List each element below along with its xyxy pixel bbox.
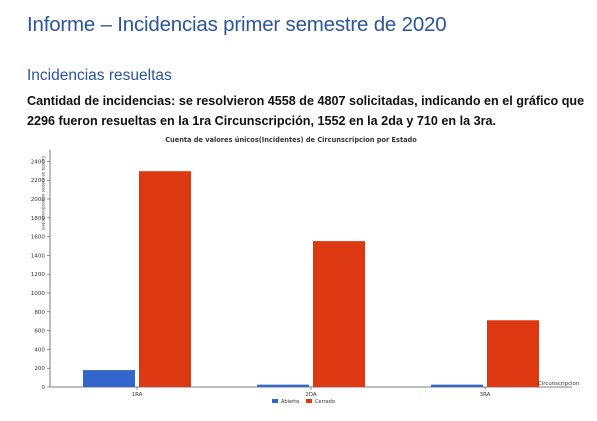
document-title: Informe – Incidencias primer semestre de… <box>27 13 447 36</box>
bar-abierto-2da <box>257 384 309 387</box>
y-tick-label: 0 <box>41 385 45 391</box>
legend-swatch-cerrado <box>306 399 312 403</box>
summary-paragraph: Cantidad de incidencias: se resolvieron … <box>27 91 587 131</box>
bar-cerrado-3ra <box>487 320 539 387</box>
y-tick-label: 1400 <box>31 253 46 259</box>
y-tick-label: 1200 <box>31 272 46 278</box>
legend-swatch-abierto <box>272 399 278 403</box>
legend-label-cerrado: Cerrado <box>315 399 335 405</box>
legend-label-abierto: Abierto <box>281 399 299 405</box>
x-tick-label: 1RA <box>132 392 143 398</box>
x-tick-label: 2DA <box>305 392 316 398</box>
bar-chart: Cuenta de valores únicos(Incidentes) de … <box>31 136 580 405</box>
section-heading: Incidencias resueltas <box>27 67 172 84</box>
y-tick-label: 400 <box>34 347 45 353</box>
y-tick-label: 1800 <box>31 216 46 222</box>
y-tick-label: 200 <box>34 366 45 372</box>
y-axis-label: Cuenta de valores únicos(Incidentes) <box>41 156 46 231</box>
chart-title: Cuenta de valores únicos(Incidentes) de … <box>165 136 417 144</box>
bar-abierto-1ra <box>83 370 135 387</box>
y-tick-label: 2000 <box>31 197 46 203</box>
bar-cerrado-1ra <box>139 171 191 387</box>
paragraph-line: Cantidad de incidencias: se resolvieron … <box>27 94 585 108</box>
y-tick-label: 800 <box>34 310 45 316</box>
paragraph-line: 2296 fueron resueltas en la 1ra Circunsc… <box>27 114 497 128</box>
x-tick-label: 3RA <box>480 392 491 398</box>
y-tick-label: 2400 <box>31 159 46 165</box>
x-axis-label: Circunscripcion <box>538 381 579 387</box>
y-tick-label: 600 <box>34 329 45 335</box>
y-tick-label: 1600 <box>31 235 46 241</box>
y-tick-label: 2200 <box>31 178 46 184</box>
bar-abierto-3ra <box>431 384 483 387</box>
y-tick-label: 1000 <box>31 291 46 297</box>
bar-cerrado-2da <box>313 241 365 387</box>
